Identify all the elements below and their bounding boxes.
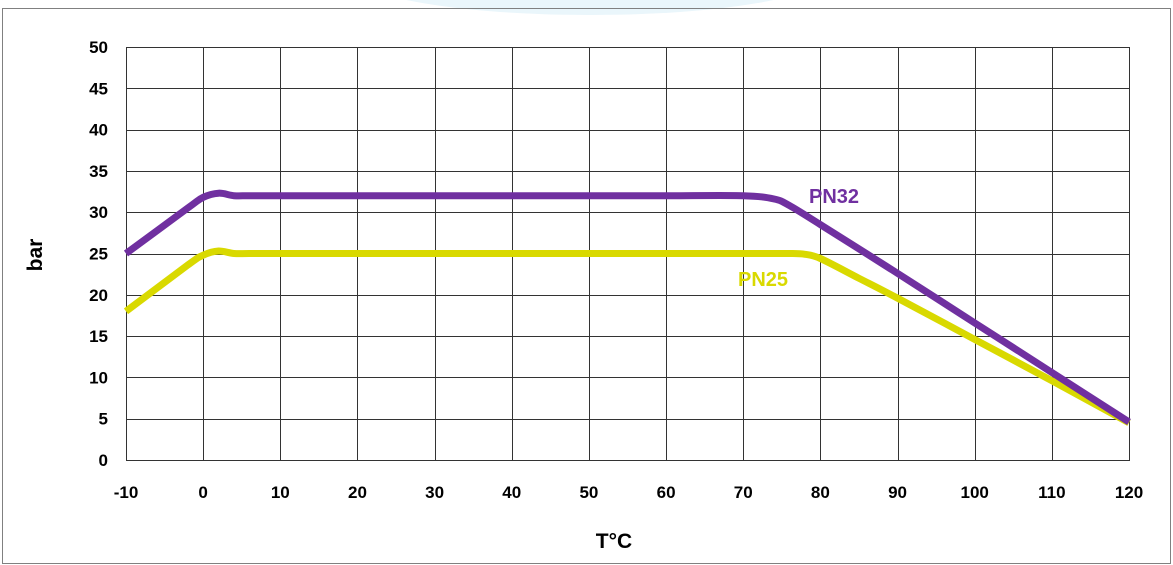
y-tick-label: 30 bbox=[89, 203, 108, 222]
x-tick-label: 40 bbox=[502, 483, 521, 502]
grid-lines bbox=[126, 47, 1130, 461]
y-axis-ticks: 0 5 10 15 20 25 30 35 40 45 50 bbox=[89, 38, 108, 470]
series-line-pn25 bbox=[123, 247, 1131, 426]
y-tick-label: 50 bbox=[89, 38, 108, 57]
y-tick-label: 25 bbox=[89, 245, 108, 264]
series-labels: PN32 PN25 bbox=[738, 186, 859, 291]
y-tick-label: 5 bbox=[99, 410, 108, 429]
x-tick-label: 30 bbox=[425, 483, 444, 502]
y-tick-label: 40 bbox=[89, 121, 108, 140]
header-arc-decoration bbox=[406, 0, 774, 15]
x-tick-label: 20 bbox=[348, 483, 367, 502]
series-label-pn25: PN25 bbox=[738, 269, 788, 291]
y-tick-label: 15 bbox=[89, 327, 108, 346]
x-tick-label: 120 bbox=[1115, 483, 1143, 502]
y-tick-label: 20 bbox=[89, 286, 108, 305]
y-tick-label: 10 bbox=[89, 368, 108, 387]
chart-border bbox=[2, 8, 1171, 564]
x-axis-ticks: -10 0 10 20 30 40 50 60 70 80 90 100 110 120 bbox=[114, 483, 1143, 502]
series-line-pn32 bbox=[123, 189, 1131, 425]
y-tick-label: 45 bbox=[89, 79, 108, 98]
x-tick-label: 70 bbox=[734, 483, 753, 502]
series-label-pn32: PN32 bbox=[809, 186, 859, 208]
x-tick-label: -10 bbox=[114, 483, 139, 502]
y-axis-title: bar bbox=[24, 239, 47, 272]
x-axis-title: T°C bbox=[596, 530, 632, 553]
x-tick-label: 90 bbox=[888, 483, 907, 502]
x-tick-label: 10 bbox=[271, 483, 290, 502]
x-tick-label: 60 bbox=[657, 483, 676, 502]
y-tick-label: 35 bbox=[89, 162, 108, 181]
x-tick-label: 110 bbox=[1038, 483, 1065, 502]
y-tick-label: 0 bbox=[99, 451, 108, 470]
x-tick-label: 100 bbox=[961, 483, 989, 502]
series-lines bbox=[123, 189, 1131, 426]
x-tick-label: 0 bbox=[198, 483, 207, 502]
x-tick-label: 50 bbox=[579, 483, 598, 502]
x-tick-label: 80 bbox=[811, 483, 830, 502]
